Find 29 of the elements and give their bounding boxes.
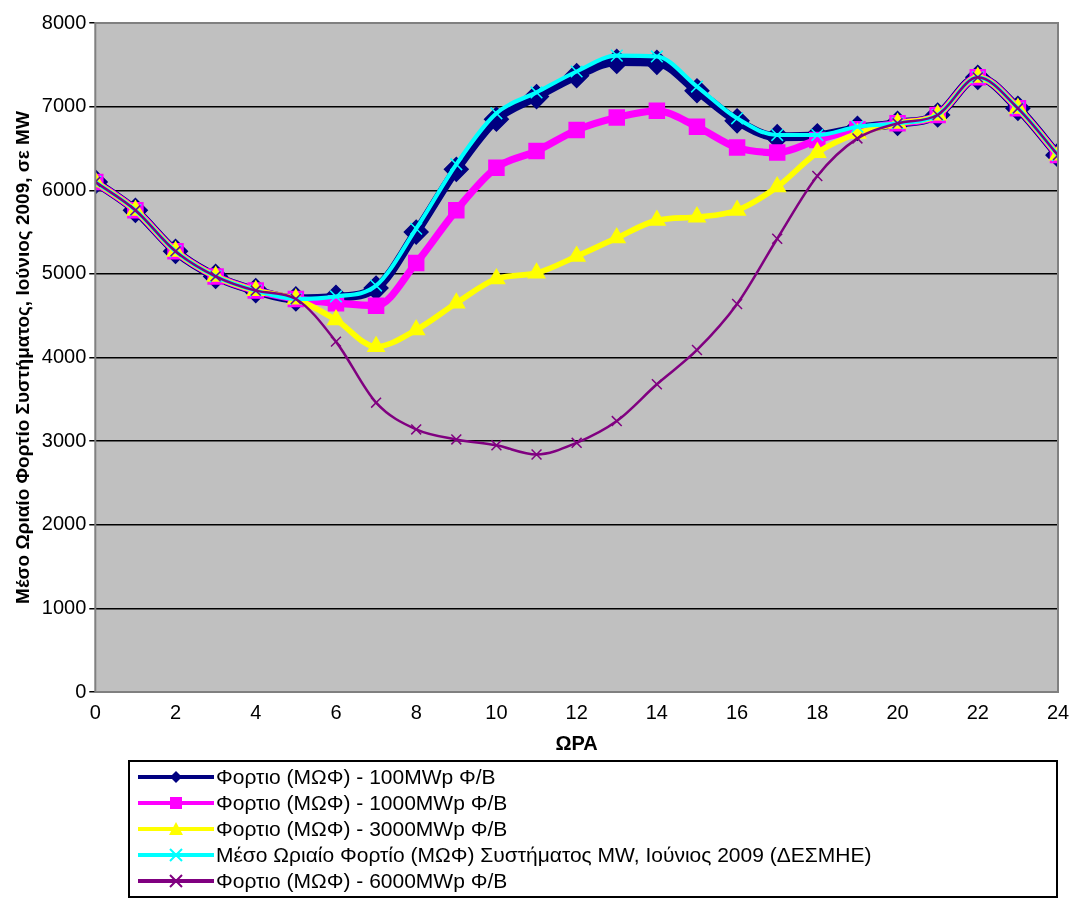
y-tick-label: 1000 [41, 595, 87, 618]
legend-label: Φορτιο (ΜΩΦ) - 1000MWp Φ/Β [216, 791, 508, 815]
legend-label: Φορτιο (ΜΩΦ) - 3000MWp Φ/Β [216, 817, 508, 841]
y-tick-label: 0 [75, 679, 87, 702]
x-tick-label: 10 [485, 700, 508, 723]
legend-label: Μέσο Ωριαίο Φορτίο (ΜΩΦ) Συστήματος MW, Ιούνιος 2009 (ΔΕΣΜΗΕ) [216, 843, 872, 867]
y-tick-label: 5000 [41, 261, 87, 284]
x-tick-label: 2 [169, 700, 182, 723]
x-tick-label: 14 [645, 700, 668, 723]
x-tick-label: 20 [886, 700, 909, 723]
x-tick-label: 8 [410, 700, 422, 723]
x-tick-label: 6 [330, 700, 342, 723]
x-tick-label: 22 [966, 700, 989, 723]
y-tick-label: 6000 [41, 177, 87, 200]
x-tick-label: 0 [89, 700, 101, 723]
y-tick-label: 4000 [41, 345, 87, 368]
y-tick-label: 3000 [41, 428, 87, 451]
y-tick-label: 2000 [41, 512, 87, 535]
x-tick-label: 16 [725, 700, 749, 723]
y-tick-label: 8000 [41, 10, 87, 33]
y-tick-label: 7000 [41, 94, 87, 117]
legend-label: Φορτιο (ΜΩΦ) - 100MWp Φ/Β [216, 765, 496, 789]
x-tick-label: 12 [565, 700, 588, 723]
x-axis-title: ΩΡΑ [555, 731, 598, 754]
x-tick-label: 24 [1046, 700, 1070, 723]
x-tick-label: 4 [250, 700, 262, 723]
legend-label: Φορτιο (ΜΩΦ) - 6000MWp Φ/Β [216, 869, 508, 893]
x-tick-label: 18 [806, 700, 829, 723]
y-axis-title: Μέσο Ωριαίο Φορτίο Συστήματος, Ιούνιος 2009, σε MW [11, 111, 33, 604]
